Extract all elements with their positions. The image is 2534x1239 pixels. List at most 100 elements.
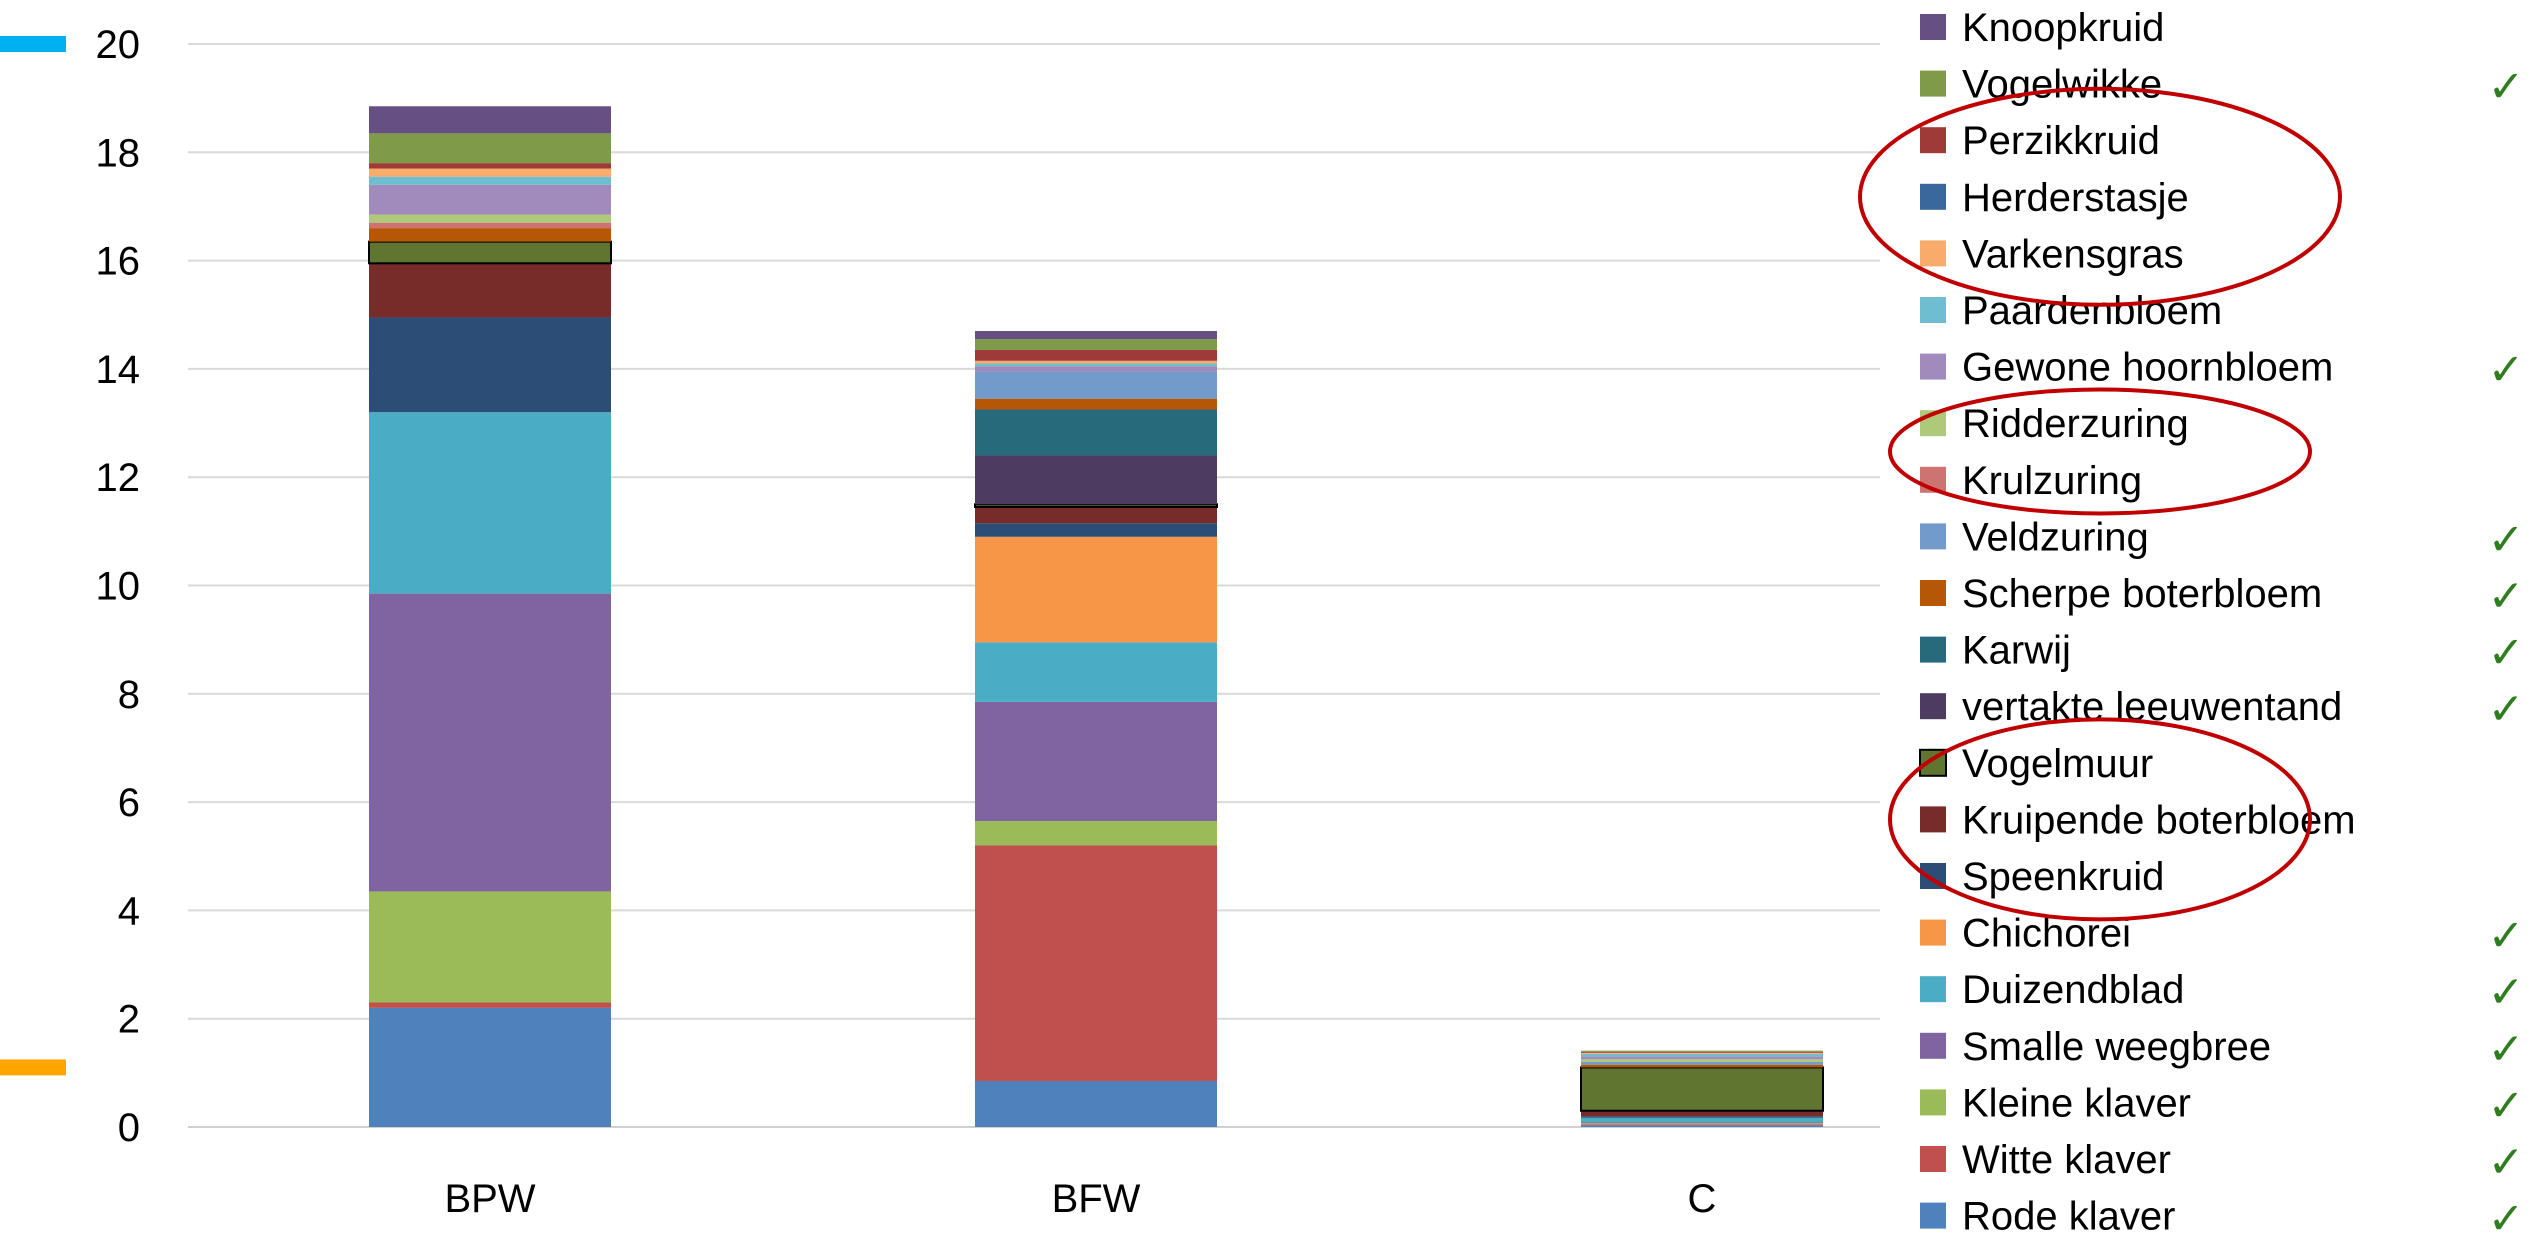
y-tick-label: 6 [118,781,140,825]
bar-segment [1581,1123,1823,1125]
bar-segment [1581,1122,1823,1124]
check-mark-icon: ✓ [2488,1024,2525,1075]
bar-segment [1581,1059,1823,1063]
bar-segment [369,317,611,413]
bar-segment [369,133,611,164]
bar-segment [1581,1056,1823,1060]
bar-segment [1581,1050,1823,1052]
legend-highlight-circle [1888,387,2312,516]
bar-segment [975,330,1217,340]
y-tick-label: 16 [96,240,141,284]
legend-swatch [1920,806,1946,833]
legend-label: Rode klaver [1962,1195,2175,1239]
bar-segment [975,701,1217,822]
y-tick-label: 0 [118,1106,140,1150]
bar-segment [975,363,1217,367]
bar-segment [974,503,1218,508]
bar-segment [1581,1124,1823,1126]
bar-segment [975,349,1217,361]
legend-swatch [1920,240,1946,267]
bar-segment [975,371,1217,399]
legend-swatch [1920,1202,1946,1229]
bars [368,106,1824,1127]
bar-segment [975,455,1217,505]
bar-segment [1581,1062,1823,1065]
bar-segment [975,339,1217,350]
bar-segment [369,593,611,892]
bar-segment [1581,1051,1823,1053]
bar-segment [369,214,611,223]
y-tick-label: 4 [118,889,140,933]
bar-segment [369,222,611,229]
bar-segment [369,228,611,242]
bar-segment [1581,1053,1823,1057]
bar-segment [975,360,1217,364]
legend-label: Krulzuring [1962,459,2142,503]
y-tick-label: 2 [118,998,140,1042]
bar-segment [1580,1066,1824,1112]
y-axis: 0 2 4 6 8 10 12 14 16 18 20 [96,23,141,1150]
legend-label: Knoopkruid [1962,6,2164,50]
y-tick-label: 12 [96,456,141,500]
check-mark-icon: ✓ [2488,628,2525,679]
bar-segment [369,106,611,134]
bar-segment [975,506,1217,524]
bar-segment [369,412,611,594]
bar-segment [369,163,611,169]
legend-swatch [1920,183,1946,210]
legend-label: Gewone hoornbloem [1962,346,2333,390]
legend-swatch [1920,353,1946,380]
y-tick-label: 14 [96,348,141,392]
bar-segment [369,184,611,215]
legend-label: Herderstasje [1962,176,2189,220]
bar-segment [975,409,1217,456]
legend-label: Duizendblad [1962,968,2184,1012]
legend-swatch [1920,1146,1946,1172]
check-mark-icon: ✓ [2488,514,2525,565]
bar-segment [975,845,1217,1081]
y-tick-label: 18 [96,131,141,175]
legend-highlight-circle [1858,86,2342,307]
bar-segment [1581,1125,1823,1127]
legend-swatch [1920,919,1946,946]
x-tick-label: C [1688,1177,1717,1221]
legend-label: Kleine klaver [1962,1081,2191,1125]
x-tick-label: BPW [444,1177,535,1221]
x-axis: BPW BFW C [444,1177,1716,1221]
check-mark-icon: ✓ [2488,1194,2525,1239]
bar-segment [369,263,611,318]
legend-swatch [1920,1089,1946,1116]
bar-segment [369,176,611,185]
legend-swatch [1920,976,1946,1003]
bar-segment [1581,1110,1823,1117]
y-tick-label: 8 [118,673,140,717]
check-mark-icon: ✓ [2488,1137,2525,1188]
bar-segment [975,523,1217,537]
bar-segment [369,168,611,177]
y-tick-label: 20 [96,23,141,67]
legend-swatch [1920,297,1946,323]
bar-segment [368,240,612,265]
legend-label: Varkensgras [1962,232,2184,276]
bar-segment [369,1002,611,1008]
legend-swatch [1920,1032,1946,1059]
left-markers [0,36,66,1076]
legend-label: Speenkruid [1962,855,2164,899]
legend-highlight-circle [1888,717,2312,922]
legend-label: Scherpe boterbloem [1962,572,2322,616]
legend-swatch [1920,70,1946,97]
x-tick-label: BFW [1052,1177,1141,1221]
bar-segment [369,891,611,1003]
legend-swatch [1920,693,1946,720]
bar-segment [975,642,1217,702]
check-mark-icon: ✓ [2488,62,2525,113]
bar-segment [975,366,1217,372]
bar-segment [1581,1064,1823,1068]
check-mark-icon: ✓ [2488,345,2525,396]
y-tick-label: 10 [96,565,141,609]
legend-swatch [1920,580,1946,606]
legend-swatch [1920,636,1946,663]
bar-segment [1581,1117,1823,1123]
